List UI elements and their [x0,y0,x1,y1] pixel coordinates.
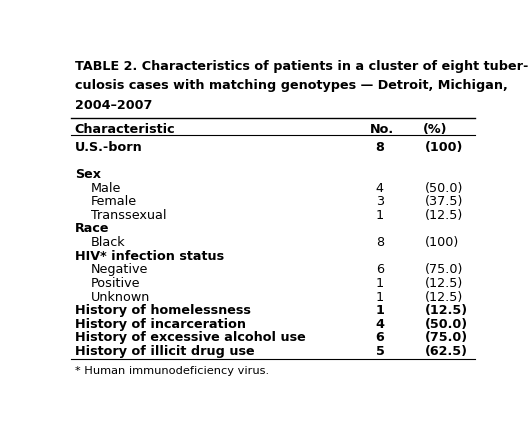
Text: Unknown: Unknown [92,290,151,303]
Text: * Human immunodeficiency virus.: * Human immunodeficiency virus. [74,366,269,375]
Text: 1: 1 [376,290,384,303]
Text: (75.0): (75.0) [425,263,463,276]
Text: Positive: Positive [92,276,141,289]
Text: 4: 4 [376,181,384,194]
Text: (50.0): (50.0) [425,317,468,330]
Text: 5: 5 [376,344,385,357]
Text: U.S.-born: U.S.-born [74,140,143,154]
Text: Sex: Sex [74,168,101,181]
Text: culosis cases with matching genotypes — Detroit, Michigan,: culosis cases with matching genotypes — … [74,79,508,92]
Text: 4: 4 [376,317,385,330]
Text: Female: Female [92,195,137,208]
Text: 3: 3 [376,195,384,208]
Text: Male: Male [92,181,122,194]
Text: (100): (100) [425,236,460,249]
Text: (12.5): (12.5) [425,290,463,303]
Text: Black: Black [92,236,126,249]
Text: History of incarceration: History of incarceration [74,317,246,330]
Text: Transsexual: Transsexual [92,208,167,221]
Text: HIV* infection status: HIV* infection status [74,249,224,262]
Text: 8: 8 [376,236,384,249]
Text: 6: 6 [376,263,384,276]
Text: (62.5): (62.5) [425,344,468,357]
Text: 1: 1 [376,304,385,316]
Text: TABLE 2. Characteristics of patients in a cluster of eight tuber-: TABLE 2. Characteristics of patients in … [74,60,528,73]
Text: History of illicit drug use: History of illicit drug use [74,344,254,357]
Text: History of homelessness: History of homelessness [74,304,251,316]
Text: (12.5): (12.5) [425,208,463,221]
Text: Race: Race [74,222,109,235]
Text: 1: 1 [376,276,384,289]
Text: (12.5): (12.5) [425,276,463,289]
Text: (100): (100) [425,140,463,154]
Text: (12.5): (12.5) [425,304,468,316]
Text: (50.0): (50.0) [425,181,463,194]
Text: (%): (%) [423,123,447,136]
Text: (75.0): (75.0) [425,331,468,344]
Text: No.: No. [370,123,394,136]
Text: Characteristic: Characteristic [74,123,176,136]
Text: 2004–2007: 2004–2007 [74,98,152,111]
Text: (37.5): (37.5) [425,195,463,208]
Text: 6: 6 [376,331,385,344]
Text: 1: 1 [376,208,384,221]
Text: History of excessive alcohol use: History of excessive alcohol use [74,331,305,344]
Text: 8: 8 [376,140,385,154]
Text: Negative: Negative [92,263,148,276]
